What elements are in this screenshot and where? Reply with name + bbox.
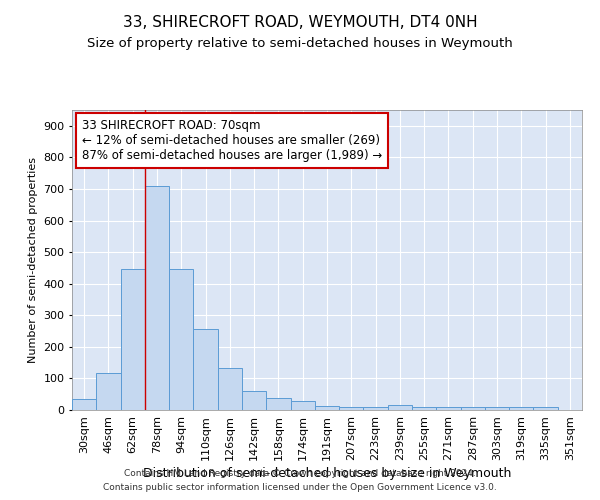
Bar [412, 407, 436, 410]
Bar [461, 408, 485, 410]
Bar [145, 186, 169, 410]
Bar [485, 407, 509, 410]
Bar [315, 406, 339, 410]
Bar [436, 407, 461, 410]
Text: 33 SHIRECROFT ROAD: 70sqm
← 12% of semi-detached houses are smaller (269)
87% of: 33 SHIRECROFT ROAD: 70sqm ← 12% of semi-… [82, 119, 382, 162]
Bar [193, 330, 218, 410]
Bar [509, 408, 533, 410]
Bar [266, 398, 290, 410]
Bar [290, 400, 315, 410]
Bar [388, 406, 412, 410]
Bar [364, 407, 388, 410]
Bar [339, 407, 364, 410]
Text: 33, SHIRECROFT ROAD, WEYMOUTH, DT4 0NH: 33, SHIRECROFT ROAD, WEYMOUTH, DT4 0NH [122, 15, 478, 30]
Bar [72, 399, 96, 410]
Bar [533, 408, 558, 410]
Bar [169, 270, 193, 410]
Text: Contains public sector information licensed under the Open Government Licence v3: Contains public sector information licen… [103, 484, 497, 492]
X-axis label: Distribution of semi-detached houses by size in Weymouth: Distribution of semi-detached houses by … [143, 467, 511, 480]
Bar [242, 391, 266, 410]
Bar [218, 368, 242, 410]
Bar [121, 270, 145, 410]
Text: Size of property relative to semi-detached houses in Weymouth: Size of property relative to semi-detach… [87, 38, 513, 51]
Text: Contains HM Land Registry data © Crown copyright and database right 2024.: Contains HM Land Registry data © Crown c… [124, 468, 476, 477]
Bar [96, 372, 121, 410]
Y-axis label: Number of semi-detached properties: Number of semi-detached properties [28, 157, 38, 363]
